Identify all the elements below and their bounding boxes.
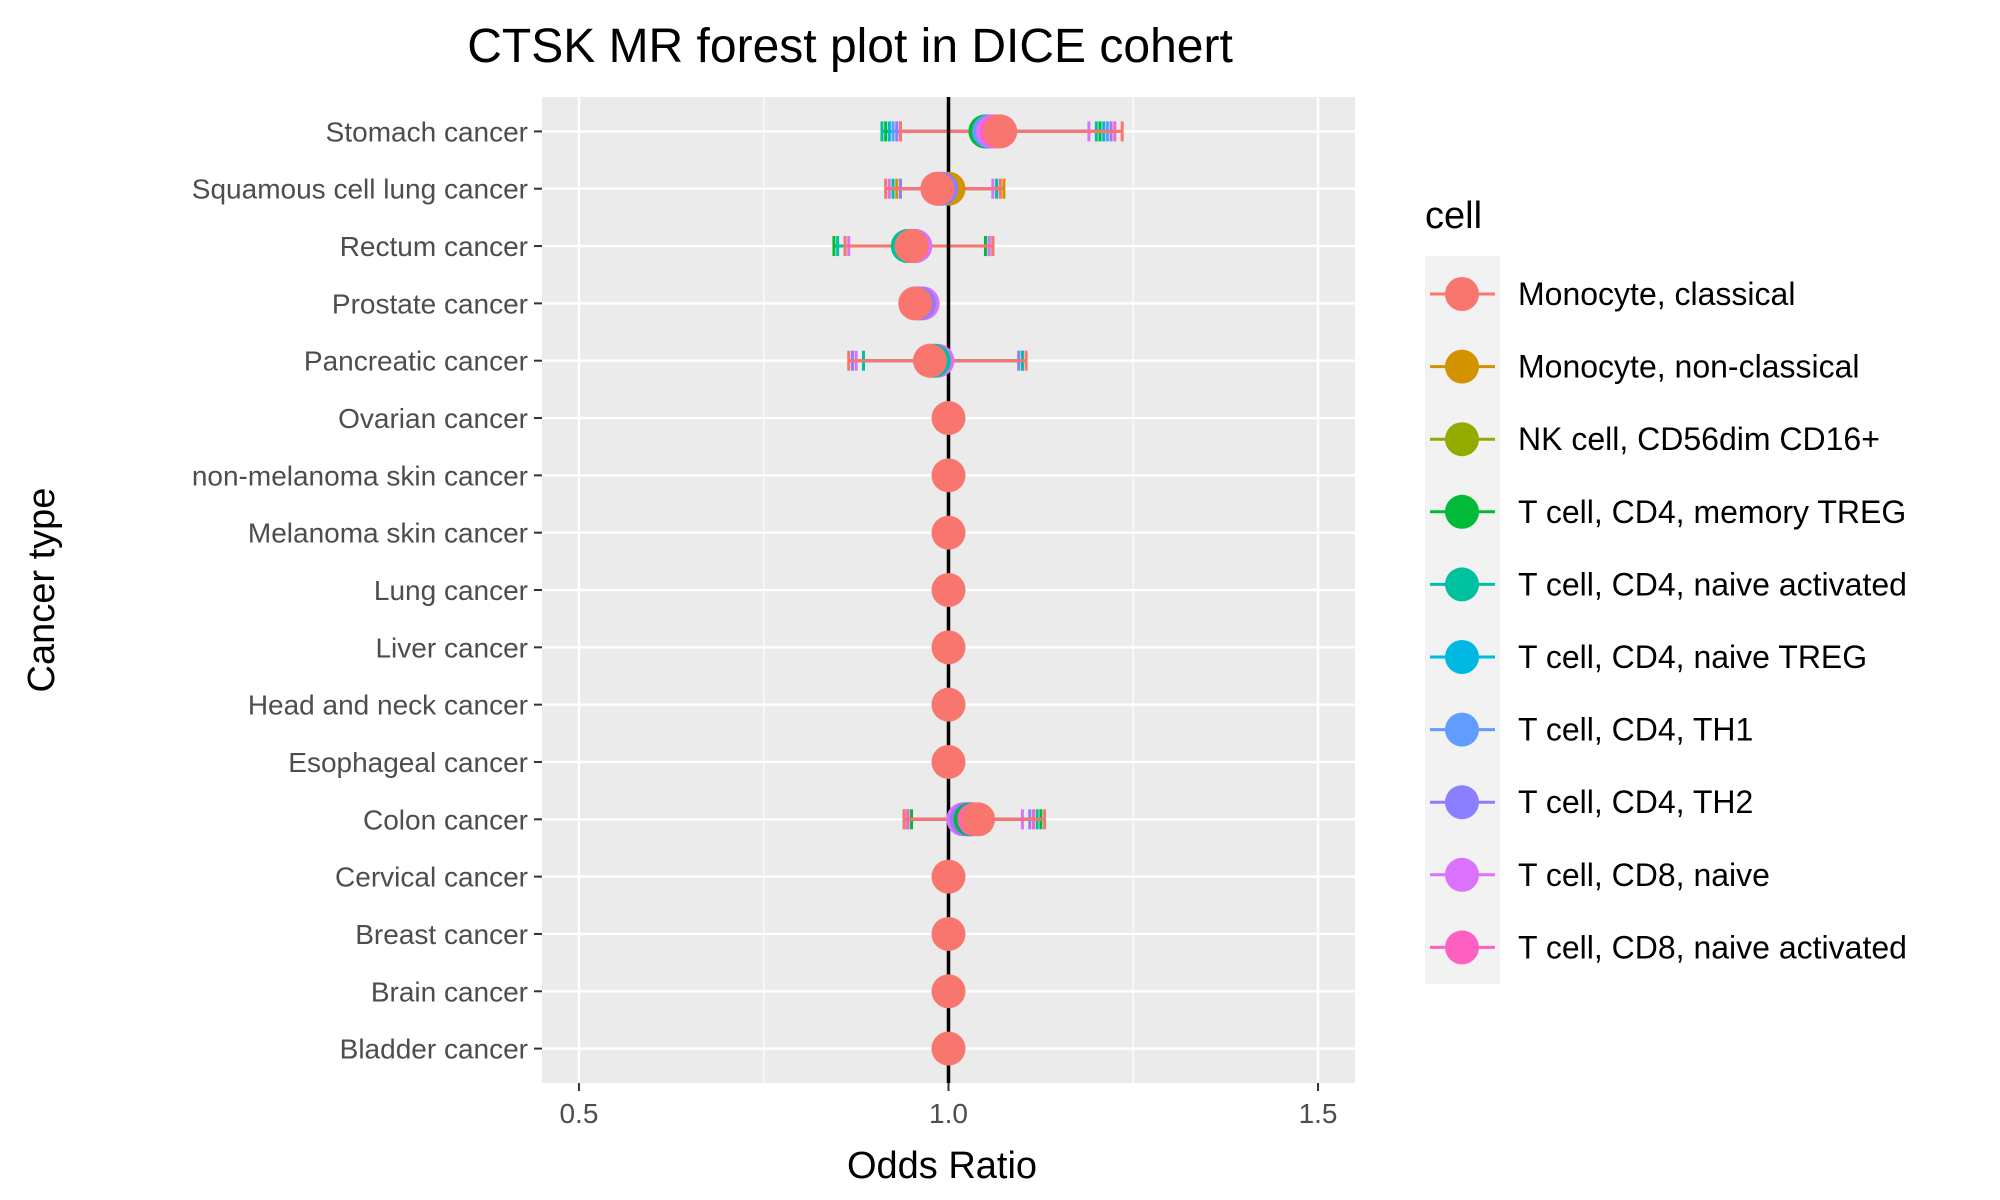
data-point xyxy=(931,515,966,550)
y-tick-label: Esophageal cancer xyxy=(288,747,528,778)
legend-key-point xyxy=(1445,422,1479,457)
legend-label: NK cell, CD56dim CD16+ xyxy=(1518,421,1880,457)
y-tick-label: Brain cancer xyxy=(371,976,528,1007)
data-point xyxy=(931,687,966,722)
x-tick-label: 1.0 xyxy=(929,1098,968,1129)
y-tick-label: Cervical cancer xyxy=(335,862,528,893)
legend-key-point xyxy=(1445,640,1479,674)
legend-label: T cell, CD4, naive TREG xyxy=(1518,639,1867,675)
x-tick-label: 0.5 xyxy=(559,1098,598,1129)
legend-key-point xyxy=(1445,785,1479,820)
data-point xyxy=(931,974,966,1009)
legend-key-point xyxy=(1445,277,1479,311)
y-tick-label: Lung cancer xyxy=(374,575,528,606)
x-axis-title: Odds Ratio xyxy=(847,1145,1037,1187)
data-point xyxy=(931,630,966,665)
y-tick-label: Melanoma skin cancer xyxy=(248,518,528,549)
y-axis-ticks: Stomach cancer Squamous cell lung cancer R… xyxy=(192,116,542,1065)
legend-key-point xyxy=(1445,712,1479,747)
x-axis-ticks: 0.5 1.0 1.5 xyxy=(559,1083,1338,1129)
data-point xyxy=(931,859,966,894)
data-point xyxy=(920,171,955,206)
legend-label: Monocyte, classical xyxy=(1518,276,1795,312)
y-tick-label: Rectum cancer xyxy=(340,231,528,262)
legend-label: T cell, CD8, naive activated xyxy=(1518,929,1907,965)
data-point xyxy=(913,343,948,378)
y-tick-label: Bladder cancer xyxy=(340,1034,528,1065)
data-point xyxy=(894,229,929,264)
legend-key-point xyxy=(1445,857,1479,892)
data-point xyxy=(898,286,933,321)
legend-label: T cell, CD4, memory TREG xyxy=(1518,494,1906,530)
legend: cell Monocyte, classical Monocyte, non-cl… xyxy=(1425,195,1907,984)
data-point xyxy=(931,744,966,779)
y-tick-label: Stomach cancer xyxy=(326,116,528,147)
y-tick-label: Head and neck cancer xyxy=(248,690,528,721)
data-point xyxy=(961,802,996,837)
y-tick-label: Ovarian cancer xyxy=(338,403,528,434)
legend-key-point xyxy=(1445,349,1479,384)
legend-items: Monocyte, classical Monocyte, non-classic… xyxy=(1430,276,1907,965)
y-tick-label: Liver cancer xyxy=(375,632,528,663)
y-axis-title: Cancer type xyxy=(21,488,63,693)
legend-label: T cell, CD4, TH2 xyxy=(1518,784,1753,820)
legend-title: cell xyxy=(1425,195,1482,237)
data-point xyxy=(983,114,1018,149)
legend-key-point xyxy=(1445,930,1479,965)
chart-title: CTSK MR forest plot in DICE cohert xyxy=(467,20,1233,73)
y-tick-label: Pancreatic cancer xyxy=(304,346,528,377)
y-tick-label: Colon cancer xyxy=(363,804,528,835)
legend-label: Monocyte, non-classical xyxy=(1518,349,1859,385)
point-layer xyxy=(890,114,1018,1066)
data-point xyxy=(931,458,966,493)
y-tick-label: Squamous cell lung cancer xyxy=(192,174,528,205)
legend-key-point xyxy=(1445,567,1479,602)
data-point xyxy=(931,1031,966,1066)
data-point xyxy=(931,401,966,436)
legend-label: T cell, CD8, naive xyxy=(1518,857,1770,893)
legend-label: T cell, CD4, naive activated xyxy=(1518,566,1907,602)
y-tick-label: non-melanoma skin cancer xyxy=(192,460,528,491)
y-tick-label: Prostate cancer xyxy=(332,288,528,319)
legend-key-point xyxy=(1445,494,1479,529)
y-tick-label: Breast cancer xyxy=(355,919,528,950)
legend-label: T cell, CD4, TH1 xyxy=(1518,712,1753,748)
x-tick-label: 1.5 xyxy=(1299,1098,1338,1129)
data-point xyxy=(931,573,966,607)
data-point xyxy=(931,916,966,951)
